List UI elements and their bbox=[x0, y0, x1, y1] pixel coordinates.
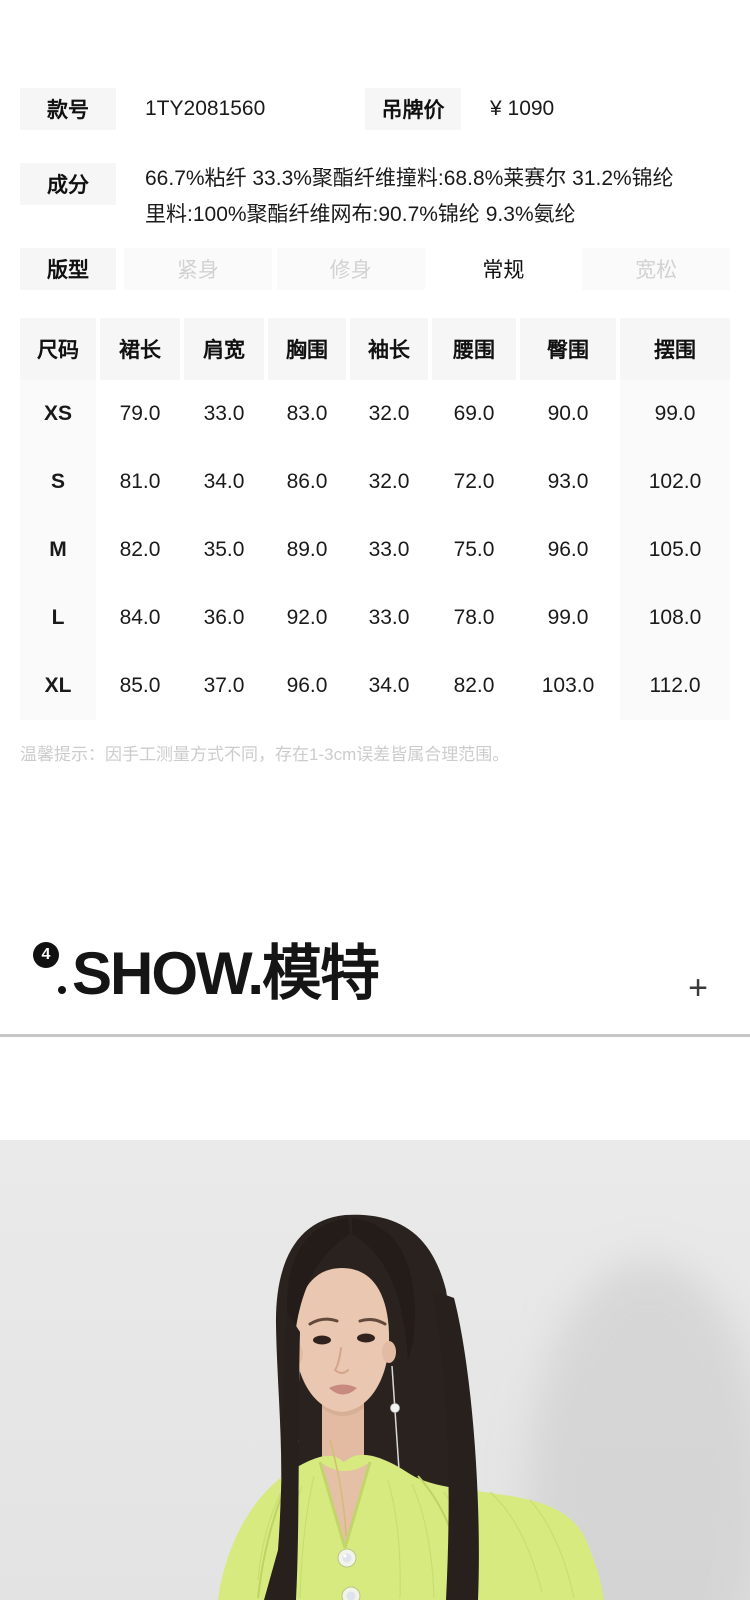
size-table-header: 腰围 bbox=[432, 318, 516, 380]
tag-price-value: ¥ 1090 bbox=[490, 97, 555, 120]
table-cell: 86.0 bbox=[268, 448, 346, 516]
fit-option-tight[interactable]: 紧身 bbox=[124, 248, 272, 290]
table-cell: 105.0 bbox=[620, 516, 730, 584]
size-table-header: 尺码 bbox=[20, 318, 96, 380]
table-cell: 82.0 bbox=[100, 516, 180, 584]
table-cell: 90.0 bbox=[520, 380, 616, 448]
table-cell: 89.0 bbox=[268, 516, 346, 584]
style-number-value: 1TY2081560 bbox=[145, 97, 266, 120]
composition-line-2: 里料:100%聚酯纤维网布:90.7%锦纶 9.3%氨纶 bbox=[145, 203, 576, 226]
table-cell: 82.0 bbox=[432, 652, 516, 720]
fit-option-slim[interactable]: 修身 bbox=[276, 248, 425, 290]
table-cell: 36.0 bbox=[184, 584, 264, 652]
table-cell: S bbox=[20, 448, 96, 516]
logo-dot bbox=[58, 986, 66, 994]
table-cell: L bbox=[20, 584, 96, 652]
table-cell: 32.0 bbox=[350, 380, 428, 448]
table-cell: 99.0 bbox=[620, 380, 730, 448]
fit-option-loose[interactable]: 宽松 bbox=[582, 248, 730, 290]
backdrop-shadow bbox=[528, 1260, 750, 1600]
table-cell: 78.0 bbox=[432, 584, 516, 652]
table-cell: 93.0 bbox=[520, 448, 616, 516]
table-cell: 96.0 bbox=[268, 652, 346, 720]
table-cell: 112.0 bbox=[620, 652, 730, 720]
section-divider bbox=[0, 1034, 750, 1037]
table-cell: 33.0 bbox=[350, 584, 428, 652]
dress bbox=[218, 1454, 604, 1600]
table-cell: 32.0 bbox=[350, 448, 428, 516]
table-cell: 69.0 bbox=[432, 380, 516, 448]
size-table-header: 裙长 bbox=[100, 318, 180, 380]
table-cell: 85.0 bbox=[100, 652, 180, 720]
composition-line-1: 66.7%粘纤 33.3%聚酯纤维撞料:68.8%莱赛尔 31.2%锦纶 bbox=[145, 167, 674, 190]
table-cell: 34.0 bbox=[350, 652, 428, 720]
table-cell: 96.0 bbox=[520, 516, 616, 584]
table-cell: 108.0 bbox=[620, 584, 730, 652]
composition-label: 成分 bbox=[20, 163, 116, 205]
fit-type-label: 版型 bbox=[20, 248, 116, 290]
measurement-tip: 温馨提示：因手工测量方式不同，存在1-3cm误差皆属合理范围。 bbox=[20, 745, 510, 764]
table-cell: 92.0 bbox=[268, 584, 346, 652]
size-table-header: 袖长 bbox=[350, 318, 428, 380]
table-cell: 34.0 bbox=[184, 448, 264, 516]
size-table-header: 臀围 bbox=[520, 318, 616, 380]
table-cell: 35.0 bbox=[184, 516, 264, 584]
table-cell: 75.0 bbox=[432, 516, 516, 584]
section-number-badge: 4 bbox=[33, 942, 59, 968]
table-cell: 103.0 bbox=[520, 652, 616, 720]
fit-options: 紧身 修身 常规 宽松 bbox=[124, 248, 730, 290]
size-table-header: 胸围 bbox=[268, 318, 346, 380]
table-cell: 37.0 bbox=[184, 652, 264, 720]
tag-price-label: 吊牌价 bbox=[365, 88, 461, 130]
table-cell: XL bbox=[20, 652, 96, 720]
face bbox=[294, 1268, 390, 1412]
table-cell: 79.0 bbox=[100, 380, 180, 448]
table-cell: 84.0 bbox=[100, 584, 180, 652]
table-cell: 83.0 bbox=[268, 380, 346, 448]
table-cell: 102.0 bbox=[620, 448, 730, 516]
expand-plus-button[interactable]: + bbox=[688, 968, 708, 1007]
table-cell: 81.0 bbox=[100, 448, 180, 516]
size-table-header: 肩宽 bbox=[184, 318, 264, 380]
style-number-label: 款号 bbox=[20, 88, 116, 130]
table-cell: 33.0 bbox=[184, 380, 264, 448]
model-photo bbox=[0, 1140, 750, 1600]
table-cell: 99.0 bbox=[520, 584, 616, 652]
composition-text: 66.7%粘纤 33.3%聚酯纤维撞料:68.8%莱赛尔 31.2%锦纶 里料:… bbox=[145, 161, 745, 233]
model-illustration bbox=[0, 1140, 750, 1600]
jewel-button bbox=[341, 1586, 361, 1600]
size-table-header: 摆围 bbox=[620, 318, 730, 380]
table-cell: XS bbox=[20, 380, 96, 448]
fit-option-regular-selected[interactable]: 常规 bbox=[429, 248, 578, 290]
table-cell: M bbox=[20, 516, 96, 584]
table-cell: 33.0 bbox=[350, 516, 428, 584]
jewel-button bbox=[337, 1548, 357, 1568]
size-table: 尺码 裙长 肩宽 胸围 袖长 腰围 臀围 摆围 XS 79.0 33.0 83.… bbox=[20, 318, 730, 720]
section-title: SHOW.模特 bbox=[72, 940, 380, 1007]
table-cell: 72.0 bbox=[432, 448, 516, 516]
